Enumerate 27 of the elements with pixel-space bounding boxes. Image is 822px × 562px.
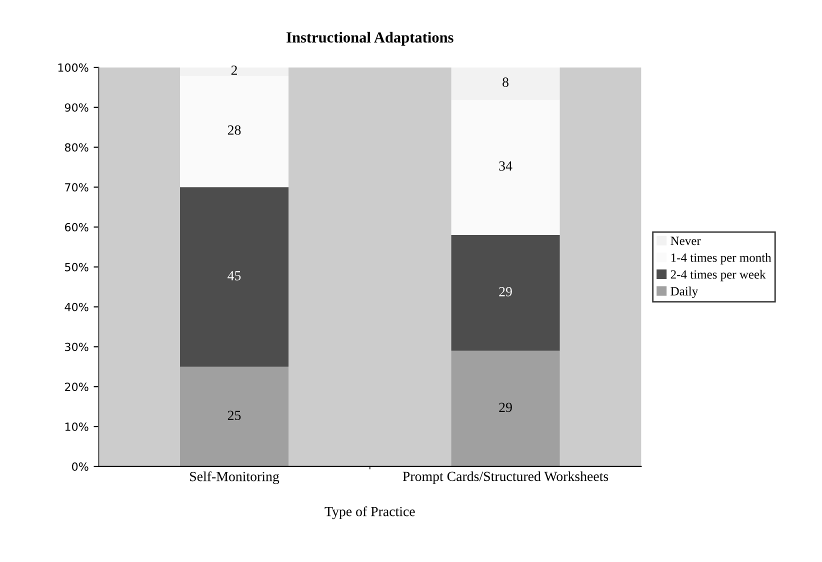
data-label: 34 [499, 161, 512, 171]
y-tick-label: 100% [58, 63, 88, 72]
data-label: 29 [499, 402, 512, 412]
text: 1-4 times per month [671, 253, 772, 264]
data-label: 29 [499, 287, 512, 296]
legend-label: 2-4 times per week [670, 270, 766, 282]
y-tick-label: 40% [64, 302, 88, 312]
data-label: 28 [228, 125, 241, 135]
x-axis-title: Type of Practice [324, 506, 415, 520]
legend-label: Daily [670, 286, 698, 298]
y-tick-label: 60% [65, 223, 88, 232]
y-tick-label: 0% [72, 462, 88, 471]
data-label: 8 [502, 78, 508, 87]
x-tick-label: Self-Monitoring [190, 471, 280, 484]
data-label: 2 [231, 66, 237, 75]
y-tick-label: 80% [64, 143, 88, 152]
y-tick-label: 90% [64, 103, 88, 112]
y-tick-label: 70% [65, 183, 88, 192]
y-tick-label: 50% [65, 262, 88, 272]
data-label: 45 [228, 271, 241, 280]
x-tick-label: Prompt Cards/Structured Worksheets [402, 471, 608, 484]
data-label: 25 [228, 410, 241, 420]
legend-label: Never [670, 236, 701, 246]
chart-title: Instructional Adaptations [286, 32, 454, 46]
y-tick-label: 10% [65, 422, 88, 431]
y-tick-label: 30% [65, 342, 88, 352]
y-tick-label: 20% [65, 382, 88, 392]
